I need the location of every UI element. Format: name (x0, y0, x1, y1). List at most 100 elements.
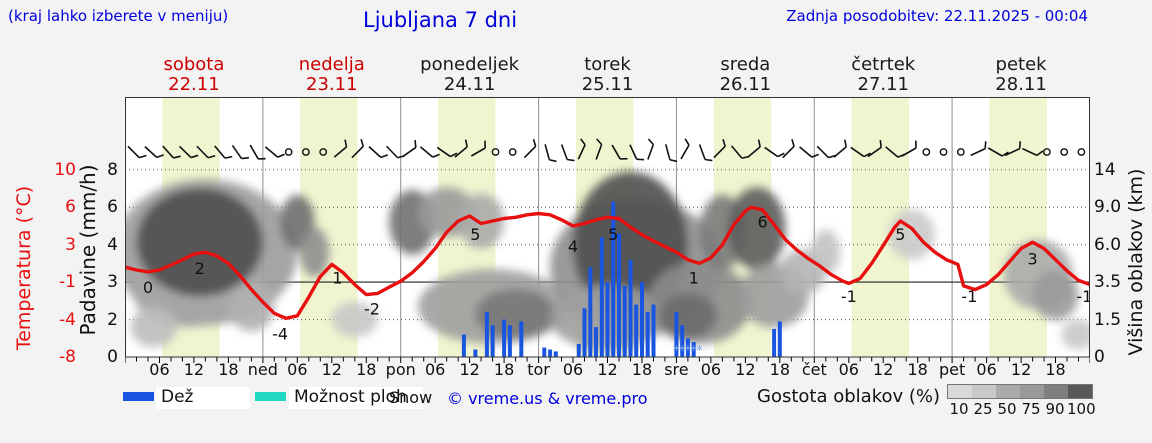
precip-bar (685, 338, 690, 357)
last-updated: Zadnja posodobitev: 22.11.2025 - 00:04 (786, 7, 1088, 25)
density-swatch (996, 385, 1020, 398)
time-tick-label: 12 (597, 360, 618, 379)
precip-bar (542, 347, 547, 357)
day-header: četrtek 27.11 (815, 55, 951, 95)
wind-barb-icon (178, 145, 199, 159)
density-swatch (1068, 385, 1092, 398)
calm-wind-icon (939, 148, 948, 156)
precip-bar (473, 349, 478, 357)
precip-bar (674, 312, 679, 357)
density-value: 100 (1067, 400, 1096, 418)
precip-bar (622, 285, 627, 357)
day-name: četrtek (851, 54, 916, 75)
wind-barb-icon (560, 144, 575, 162)
wind-barb-icon (544, 144, 557, 163)
temp-label: 5 (608, 225, 618, 244)
wind-barb-icon (523, 139, 537, 159)
day-header: nedelja 23.11 (264, 55, 400, 95)
cloud-blob (811, 229, 841, 275)
precip-bar (777, 321, 782, 357)
density-value: 50 (997, 400, 1017, 418)
precip-bar (691, 342, 696, 357)
wind-barb-icon (799, 146, 819, 158)
snow-mark: * (690, 344, 697, 359)
showers-legend-label: Možnost ploh (289, 387, 423, 409)
day-header: sobota 22.11 (126, 55, 262, 95)
time-tick-label: 12 (735, 360, 756, 379)
wind-barb-icon (850, 146, 871, 158)
axis-tick: 3.5 (1094, 272, 1122, 293)
temp-label: 2 (195, 259, 205, 278)
axis-tick: 3 (107, 272, 118, 293)
temperature-axis-title: Temperatura (°C) (13, 185, 35, 351)
wind-barb-icon (214, 145, 233, 159)
day-date: 23.11 (306, 74, 358, 95)
temp-label: 4 (568, 237, 578, 256)
wind-barb-icon (629, 144, 645, 161)
temp-label: -4 (272, 325, 288, 344)
time-tick-label: 18 (769, 360, 790, 379)
day-abbr-label: čet (801, 360, 827, 379)
calm-wind-icon (956, 148, 965, 156)
precip-bar (519, 321, 524, 357)
wind-barb-icon (647, 138, 655, 160)
rain-legend-label: Dež (156, 387, 250, 409)
temp-label: 1 (332, 268, 342, 287)
time-tick-label: 12 (459, 360, 480, 379)
location-hint: (kraj lahko izberete v meniju) (8, 7, 229, 25)
calm-wind-icon (319, 148, 328, 156)
wind-barb-icon (470, 140, 487, 157)
wind-barb-icon (419, 146, 440, 158)
axis-tick: 3 (65, 234, 76, 255)
wind-barb-icon (698, 144, 713, 162)
temp-label: 1 (689, 268, 699, 287)
day-date: 26.11 (719, 74, 772, 95)
rain-legend-swatch (123, 392, 154, 401)
calm-wind-icon (1043, 148, 1051, 156)
wind-barb-icon (1022, 147, 1044, 157)
precip-bar (582, 308, 587, 357)
temp-label: -1 (961, 287, 977, 306)
temp-label: 5 (895, 225, 905, 244)
precip-bar (548, 349, 553, 357)
density-swatch (1044, 385, 1068, 398)
wind-barb-icon (987, 147, 1009, 157)
precip-bar (502, 319, 507, 357)
axis-tick: 9.0 (1094, 197, 1122, 218)
wind-barb-icon (1004, 141, 1021, 157)
calm-wind-icon (284, 148, 293, 156)
snow-mark: * (696, 344, 703, 359)
density-swatch-row (947, 384, 1093, 399)
wind-barb-icon (333, 139, 348, 158)
calm-wind-icon (301, 148, 310, 156)
day-abbr-label: pet (939, 360, 966, 379)
wind-barb-icon (747, 139, 761, 158)
day-abbr-label: ned (247, 360, 278, 379)
snow-marks: * * * * * (673, 344, 703, 359)
axis-tick: 2 (107, 309, 118, 330)
axis-tick: -4 (59, 309, 76, 330)
wind-barb-icon (196, 145, 216, 159)
time-tick-label: 18 (1045, 360, 1066, 379)
wind-barb-icon (680, 138, 690, 160)
day-date: 27.11 (857, 74, 909, 95)
precip-bar (645, 312, 650, 357)
time-tick-label: 18 (356, 360, 377, 379)
cloud-blob (331, 302, 378, 338)
wind-barb-icon (577, 138, 586, 160)
wind-barb-icon (901, 140, 917, 157)
day-abbr-label: pon (385, 360, 416, 379)
copyright-link[interactable]: © vreme.us & vreme.pro (447, 389, 648, 408)
wind-barb-icon (595, 138, 603, 160)
snow-legend-label: Snow (389, 388, 433, 407)
precip-bar (628, 259, 633, 357)
showers-legend-swatch (255, 392, 286, 401)
day-date: 22.11 (168, 74, 220, 95)
density-swatch (948, 385, 972, 398)
cloud-blob (458, 193, 505, 249)
cloud-blob (136, 187, 263, 297)
axis-tick: -1 (59, 272, 76, 293)
wind-barb-icon (127, 145, 147, 159)
day-name: torek (584, 54, 631, 75)
